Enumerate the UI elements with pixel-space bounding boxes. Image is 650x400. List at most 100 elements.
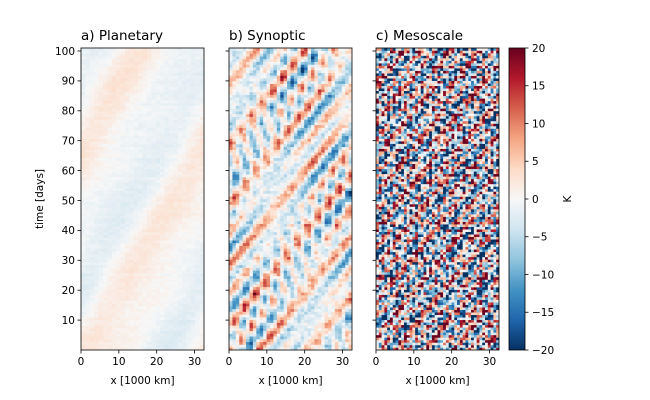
heat-cell xyxy=(182,218,187,222)
heat-cell xyxy=(348,207,352,211)
heat-cell xyxy=(146,113,152,117)
heat-cell xyxy=(111,297,117,301)
heat-cell xyxy=(138,144,143,148)
heat-cell xyxy=(263,317,267,321)
heat-cell xyxy=(164,215,170,219)
heat-cell xyxy=(334,259,339,263)
heat-cell xyxy=(89,207,95,211)
heat-cell xyxy=(280,262,284,266)
heat-cell xyxy=(133,223,139,227)
heat-cell xyxy=(235,286,240,290)
heat-cell xyxy=(160,344,165,348)
heat-cell xyxy=(98,124,104,128)
heat-cell xyxy=(287,264,291,268)
heat-cell xyxy=(304,226,308,230)
heat-cell xyxy=(120,201,126,205)
heat-cell xyxy=(259,333,264,337)
heat-cell xyxy=(151,229,156,233)
heat-cell xyxy=(311,341,315,345)
heat-cell xyxy=(235,330,240,334)
heat-cell xyxy=(232,295,237,299)
heat-cell xyxy=(186,72,192,76)
heat-cell xyxy=(300,344,305,348)
heat-cell xyxy=(151,144,156,148)
heat-cell xyxy=(328,300,332,304)
heat-cell xyxy=(102,174,108,178)
heat-cell xyxy=(321,333,325,337)
heat-cell xyxy=(338,242,342,246)
heat-cell xyxy=(177,344,183,348)
heat-cell xyxy=(190,226,196,230)
heat-cell xyxy=(276,223,281,227)
heat-cell xyxy=(328,319,332,323)
heat-cell xyxy=(168,256,174,260)
heat-cell xyxy=(142,105,148,109)
heat-cell xyxy=(182,138,187,142)
heat-cell xyxy=(259,330,264,334)
heat-cell xyxy=(328,333,332,337)
heat-cell xyxy=(252,223,257,227)
heat-cell xyxy=(81,138,86,142)
heat-cell xyxy=(98,199,104,202)
heat-cell xyxy=(120,193,126,197)
heat-cell xyxy=(345,218,349,222)
heat-cell xyxy=(107,281,112,285)
heat-cell xyxy=(89,100,95,104)
heat-cell xyxy=(146,223,152,227)
heat-cell xyxy=(142,86,148,90)
heat-cell xyxy=(111,58,117,62)
heat-cell xyxy=(129,56,134,60)
heat-cell xyxy=(177,160,183,164)
heat-cell xyxy=(297,248,301,252)
heat-cell xyxy=(276,295,281,299)
heat-cell xyxy=(129,80,134,84)
heat-cell xyxy=(168,155,174,159)
heat-cell xyxy=(142,333,148,337)
heat-cell xyxy=(173,215,178,219)
heat-cell xyxy=(229,245,233,249)
heat-cell xyxy=(190,204,196,208)
heat-cell xyxy=(273,267,278,271)
heat-cell xyxy=(124,188,130,192)
heat-cell xyxy=(155,223,161,227)
heat-cell xyxy=(190,116,196,120)
heat-cell xyxy=(290,220,295,224)
heat-cell xyxy=(235,325,240,329)
heat-cell xyxy=(142,111,148,115)
heat-cell xyxy=(111,212,117,216)
heat-cell xyxy=(142,102,148,106)
heat-cell xyxy=(338,218,342,222)
heat-cell xyxy=(129,220,134,224)
heat-cell xyxy=(199,341,204,345)
heat-cell xyxy=(307,286,312,290)
heat-cell xyxy=(94,311,99,315)
heat-cell xyxy=(229,292,233,296)
heat-cell xyxy=(246,229,250,233)
heat-cell xyxy=(173,152,178,156)
heat-cell xyxy=(164,306,170,310)
heat-cell xyxy=(98,325,104,329)
heat-cell xyxy=(321,226,325,230)
heat-cell xyxy=(164,336,170,340)
heat-cell xyxy=(173,284,178,288)
heat-cell xyxy=(321,209,325,213)
heat-cell xyxy=(229,231,233,235)
heat-cell xyxy=(138,171,143,175)
heat-cell xyxy=(232,231,237,235)
heat-cell xyxy=(190,97,196,101)
heat-cell xyxy=(85,108,91,112)
heat-cell xyxy=(229,295,233,299)
heat-cell xyxy=(102,61,108,65)
heat-cell xyxy=(138,215,143,219)
heat-cell xyxy=(341,308,346,312)
heat-cell xyxy=(173,124,178,128)
heat-cell xyxy=(107,262,112,266)
heat-cell xyxy=(102,72,108,76)
heat-cell xyxy=(246,242,250,246)
heat-cell xyxy=(177,86,183,90)
heat-cell xyxy=(168,56,174,60)
heat-cell xyxy=(168,204,174,208)
heat-cell xyxy=(317,273,322,277)
heat-cell xyxy=(263,275,267,279)
heat-cell xyxy=(85,317,91,321)
